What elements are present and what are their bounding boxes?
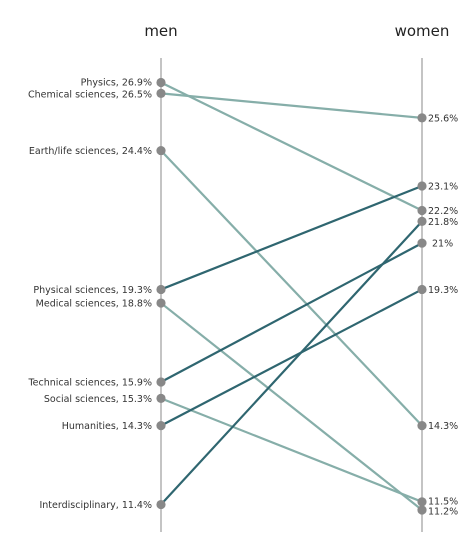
point-labels: Physics, 26.9% 22.2% Chemical sciences, 26… xyxy=(27,78,458,518)
women-point-earth-life-sciences xyxy=(417,420,427,431)
women-point-physics xyxy=(417,205,427,216)
men-point-earth-life-sciences xyxy=(156,145,166,156)
men-label-social-sciences: Social sciences, 15.3% xyxy=(44,394,152,405)
women-point-social-sciences xyxy=(417,497,427,507)
women-label-social-sciences: 11.5% xyxy=(428,496,458,507)
slope-line-earth-life-sciences xyxy=(160,149,423,427)
slope-line-humanities xyxy=(160,288,423,427)
men-label-earth-life-sciences: Earth/life sciences, 24.4% xyxy=(29,146,152,157)
men-point-physical-sciences xyxy=(156,284,166,295)
men-point-medical-sciences xyxy=(156,298,166,308)
men-label-medical-sciences: Medical sciences, 18.8% xyxy=(36,299,152,310)
slope-line-physics xyxy=(160,81,423,212)
slope-line-interdisciplinary xyxy=(160,220,423,506)
slope-line-medical-sciences xyxy=(160,302,423,511)
slope-line-chemical-sciences xyxy=(160,92,423,119)
data-points xyxy=(156,77,427,515)
women-label-humanities: 19.3% xyxy=(428,285,458,296)
women-point-technical-sciences xyxy=(417,238,427,248)
women-point-humanities xyxy=(417,284,427,295)
women-label-physical-sciences: 23.1% xyxy=(428,181,458,192)
women-label-earth-life-sciences: 14.3% xyxy=(428,421,458,432)
men-column-title: men xyxy=(144,22,177,40)
men-label-humanities: Humanities, 14.3% xyxy=(62,421,152,432)
men-point-physics xyxy=(156,77,166,88)
men-label-physics: Physics, 26.9% xyxy=(81,78,152,89)
women-point-chemical-sciences xyxy=(417,113,427,123)
women-label-technical-sciences: 21% xyxy=(432,239,453,250)
men-label-chemical-sciences: Chemical sciences, 26.5% xyxy=(28,89,152,100)
men-label-technical-sciences: Technical sciences, 15.9% xyxy=(27,378,152,389)
women-point-medical-sciences xyxy=(417,505,427,515)
women-label-physics: 22.2% xyxy=(428,206,458,217)
men-point-technical-sciences xyxy=(156,377,166,387)
men-point-chemical-sciences xyxy=(156,88,166,98)
slope-line-social-sciences xyxy=(160,397,423,503)
men-point-interdisciplinary xyxy=(156,499,166,510)
women-label-medical-sciences: 11.2% xyxy=(428,507,458,518)
axes xyxy=(160,58,423,532)
men-point-social-sciences xyxy=(156,393,166,403)
women-label-chemical-sciences: 25.6% xyxy=(428,113,458,124)
slope-line-physical-sciences xyxy=(160,184,423,291)
women-point-physical-sciences xyxy=(417,181,427,191)
women-label-interdisciplinary: 21.8% xyxy=(428,217,458,228)
slope-line-technical-sciences xyxy=(160,242,423,383)
women-point-interdisciplinary xyxy=(417,216,427,226)
men-point-humanities xyxy=(156,420,166,431)
women-column-title: women xyxy=(395,22,450,40)
men-label-physical-sciences: Physical sciences, 19.3% xyxy=(33,285,152,296)
men-label-interdisciplinary: Interdisciplinary, 11.4% xyxy=(39,500,152,511)
slope-lines xyxy=(160,81,423,511)
